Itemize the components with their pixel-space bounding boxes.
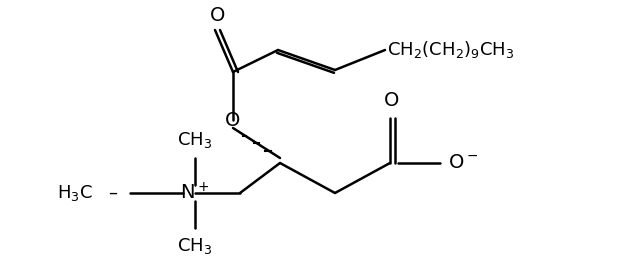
Text: CH$_3$: CH$_3$	[177, 130, 212, 150]
Text: O$^-$: O$^-$	[448, 153, 478, 172]
Text: –: –	[109, 184, 118, 202]
Text: H$_3$C: H$_3$C	[57, 183, 93, 203]
Text: N$^+$: N$^+$	[180, 182, 210, 204]
Text: O: O	[384, 91, 400, 110]
Text: O: O	[225, 110, 241, 129]
Text: CH$_2$(CH$_2$)$_9$CH$_3$: CH$_2$(CH$_2$)$_9$CH$_3$	[387, 39, 515, 60]
Text: O: O	[211, 6, 226, 25]
Text: CH$_3$: CH$_3$	[177, 236, 212, 256]
